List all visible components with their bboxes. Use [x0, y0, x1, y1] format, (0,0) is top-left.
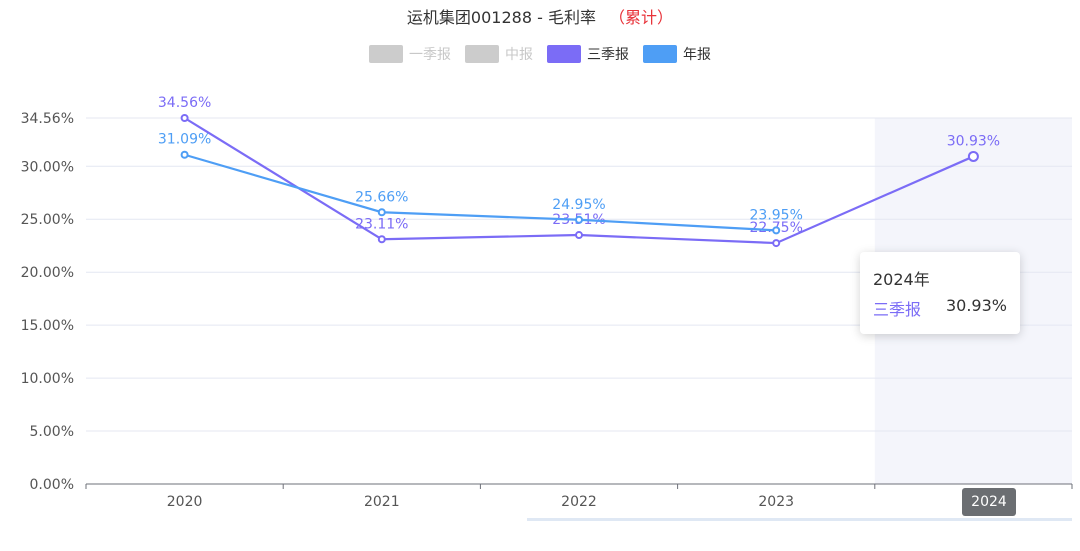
legend-label: 一季报	[409, 47, 451, 63]
tooltip-title: 2024年	[873, 270, 930, 289]
x-tick-label: 2020	[167, 494, 203, 510]
legend-swatch	[369, 45, 403, 63]
data-label: 24.95%	[552, 197, 605, 213]
legend-label: 中报	[505, 47, 533, 63]
legend-swatch	[465, 45, 499, 63]
y-tick-label: 5.00%	[30, 424, 74, 440]
data-label: 23.11%	[355, 216, 408, 232]
data-point	[575, 215, 583, 224]
legend-item-3[interactable]: 年报	[643, 44, 711, 64]
y-tick-label: 0.00%	[30, 477, 74, 493]
data-point	[967, 150, 979, 162]
y-tick-label: 25.00%	[21, 212, 74, 228]
legend-swatch	[643, 45, 677, 63]
data-point	[180, 150, 189, 159]
title-main: 运机集团001288 - 毛利率	[406, 8, 596, 27]
tooltip: 2024年 三季报 30.93%	[860, 252, 1020, 334]
y-tick-label: 15.00%	[21, 318, 74, 334]
horizontal-scrollbar[interactable]	[527, 518, 1072, 521]
legend-item-0[interactable]: 一季报	[369, 44, 451, 64]
selected-x-label: 2024	[962, 488, 1016, 516]
data-label: 23.95%	[750, 207, 803, 223]
data-point	[377, 235, 386, 244]
tooltip-series: 三季报	[873, 300, 922, 319]
legend-label: 三季报	[587, 47, 629, 63]
data-point	[377, 208, 386, 217]
data-label: 30.93%	[947, 133, 1000, 149]
x-tick-label: 2022	[561, 494, 597, 510]
chart-title: 运机集团001288 - 毛利率 （累计）	[0, 4, 1080, 28]
series-line-年报	[184, 153, 777, 232]
x-tick-label: 2023	[758, 494, 794, 510]
y-tick-label: 10.00%	[21, 371, 74, 387]
data-label: 25.66%	[355, 189, 408, 205]
y-tick-label: 34.56%	[21, 111, 74, 127]
legend-label: 年报	[683, 47, 711, 63]
data-point	[772, 239, 781, 248]
title-accent: （累计）	[609, 8, 674, 27]
data-label: 34.56%	[158, 95, 211, 111]
data-label: 31.09%	[158, 132, 211, 148]
legend-item-1[interactable]: 中报	[465, 44, 533, 64]
tooltip-value: 30.93%	[945, 296, 1007, 315]
legend-swatch	[547, 45, 581, 63]
y-tick-label: 20.00%	[21, 265, 74, 281]
legend-item-2[interactable]: 三季报	[547, 44, 629, 64]
legend: 一季报 中报 三季报 年报	[0, 44, 1080, 64]
data-point	[575, 231, 583, 240]
x-tick-label: 2021	[364, 494, 400, 510]
data-point	[180, 114, 189, 122]
y-tick-label: 30.00%	[21, 159, 74, 175]
data-point	[772, 226, 781, 235]
